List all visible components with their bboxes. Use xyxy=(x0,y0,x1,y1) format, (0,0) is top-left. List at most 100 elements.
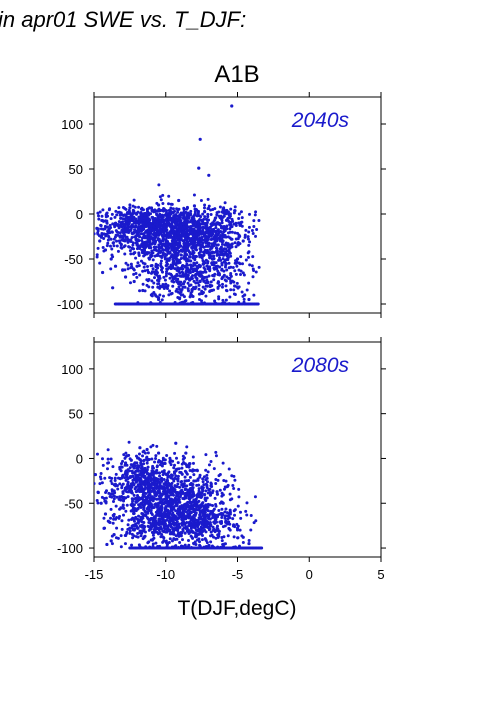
data-point xyxy=(158,521,162,525)
data-point xyxy=(247,538,251,542)
data-point xyxy=(232,292,236,296)
data-point xyxy=(163,227,167,231)
data-point xyxy=(186,493,190,497)
data-point xyxy=(164,241,168,245)
data-point xyxy=(112,244,116,248)
data-point xyxy=(139,232,143,236)
data-point xyxy=(158,195,162,199)
data-point xyxy=(223,278,227,282)
data-point xyxy=(129,218,133,222)
data-point xyxy=(224,479,228,483)
y-tick-label: -50 xyxy=(64,496,83,511)
data-point xyxy=(243,293,247,297)
data-point xyxy=(97,214,101,218)
data-point xyxy=(223,524,227,528)
data-point xyxy=(146,268,150,272)
data-point xyxy=(235,526,240,530)
data-point xyxy=(155,484,159,488)
data-point xyxy=(155,491,159,495)
data-point xyxy=(197,243,201,247)
data-point xyxy=(189,283,193,287)
data-point xyxy=(146,465,150,469)
data-point xyxy=(204,250,208,254)
data-point xyxy=(229,288,233,292)
data-point xyxy=(116,487,120,491)
data-point xyxy=(168,458,172,462)
data-point xyxy=(196,266,200,270)
data-point xyxy=(210,261,214,265)
data-point xyxy=(197,273,201,277)
data-point xyxy=(220,539,224,543)
data-point xyxy=(170,279,174,283)
data-point xyxy=(183,531,187,535)
data-point xyxy=(98,239,102,243)
x-tick-label: -5 xyxy=(232,567,244,582)
data-point xyxy=(103,512,108,516)
data-point xyxy=(247,281,251,285)
data-point xyxy=(202,253,206,257)
data-point xyxy=(141,495,145,499)
data-point xyxy=(225,224,229,228)
data-point xyxy=(139,226,143,230)
data-point xyxy=(152,281,156,285)
data-point xyxy=(112,514,116,518)
data-point xyxy=(108,223,112,227)
data-point xyxy=(174,484,178,488)
data-point xyxy=(173,222,177,226)
data-point xyxy=(130,246,134,250)
data-point xyxy=(256,302,260,306)
data-point xyxy=(154,541,158,545)
data-point xyxy=(241,535,245,539)
data-point xyxy=(164,501,168,505)
data-point xyxy=(175,207,179,211)
data-point xyxy=(222,211,226,215)
data-point xyxy=(185,514,189,518)
data-point xyxy=(100,457,104,461)
data-point xyxy=(247,230,251,234)
data-point xyxy=(234,272,238,276)
data-point xyxy=(191,507,195,511)
data-point xyxy=(184,487,188,491)
data-point xyxy=(128,466,132,470)
data-point xyxy=(217,258,221,262)
data-point xyxy=(153,232,157,236)
data-point xyxy=(156,203,161,207)
data-point xyxy=(161,193,165,197)
data-point xyxy=(196,521,200,525)
data-point xyxy=(108,244,112,248)
data-point xyxy=(188,469,192,473)
data-point xyxy=(214,478,218,482)
data-point xyxy=(129,225,133,229)
data-point xyxy=(183,469,187,473)
data-point xyxy=(97,217,101,221)
data-point xyxy=(162,514,166,518)
data-point xyxy=(99,477,103,481)
data-point xyxy=(158,276,162,280)
data-point xyxy=(184,221,188,225)
data-point xyxy=(130,504,134,508)
data-point xyxy=(225,211,229,215)
data-point xyxy=(177,225,181,229)
data-point xyxy=(121,213,125,217)
data-point xyxy=(173,463,177,467)
data-point xyxy=(148,222,152,226)
data-point xyxy=(164,282,168,286)
data-point xyxy=(171,275,175,279)
data-point xyxy=(125,485,129,489)
data-point xyxy=(235,522,239,526)
data-point xyxy=(126,468,130,472)
data-point xyxy=(150,279,154,283)
data-point xyxy=(211,516,215,520)
data-point xyxy=(132,493,136,497)
data-point xyxy=(220,242,224,246)
data-point xyxy=(129,482,133,486)
data-point xyxy=(234,224,238,228)
data-point xyxy=(214,246,218,250)
data-point xyxy=(111,492,115,496)
data-point xyxy=(178,509,182,513)
data-point xyxy=(184,270,188,274)
data-point xyxy=(126,476,130,480)
data-point xyxy=(221,239,225,243)
data-point xyxy=(119,545,123,549)
data-point xyxy=(121,217,125,221)
